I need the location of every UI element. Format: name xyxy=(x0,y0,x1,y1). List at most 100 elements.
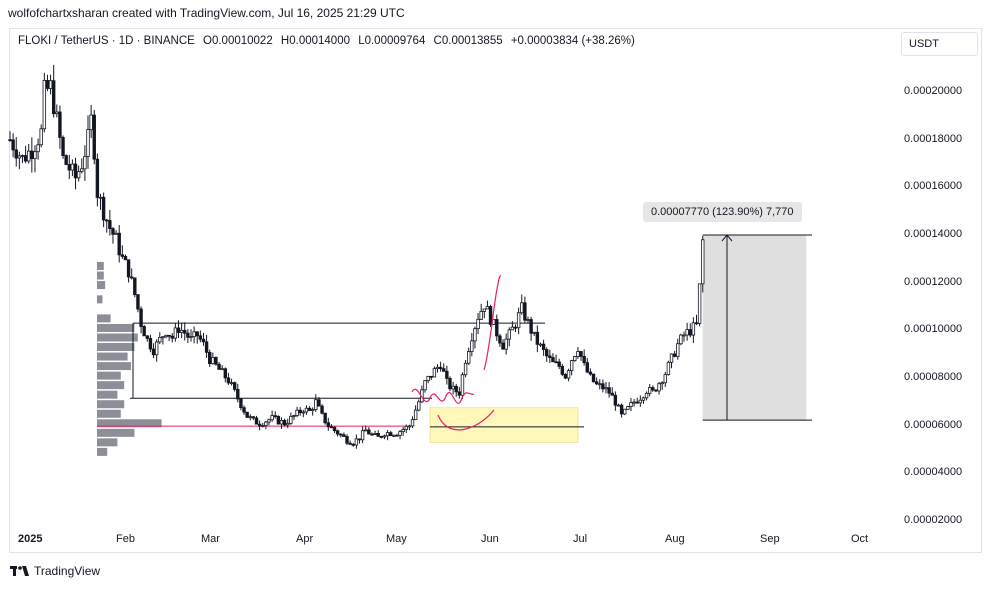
candle-body xyxy=(385,432,390,437)
candle-body xyxy=(173,327,178,339)
x-tick-label: Oct xyxy=(851,533,869,545)
candle-body xyxy=(317,399,321,407)
candle-body xyxy=(148,338,153,350)
candle-body xyxy=(117,232,121,256)
candle-body xyxy=(423,380,427,391)
candle-body xyxy=(516,312,521,329)
open-value: O0.00010022 xyxy=(203,35,273,47)
footer-brand[interactable]: TradingView xyxy=(34,564,101,578)
candle-body xyxy=(616,404,621,407)
candle-body xyxy=(329,426,334,429)
candle-body xyxy=(563,373,568,379)
candle-body xyxy=(232,382,237,390)
candle-body xyxy=(432,368,437,378)
x-tick-label: Apr xyxy=(296,533,314,545)
candle-body xyxy=(120,254,125,257)
candle-body xyxy=(20,155,25,157)
pink-scribble-up xyxy=(483,275,502,371)
y-tick-label: 0.00006000 xyxy=(904,418,963,431)
candle-body xyxy=(208,351,212,365)
candle-body xyxy=(473,328,477,342)
candle-body xyxy=(158,336,162,343)
candle-body xyxy=(529,319,533,334)
candle-body xyxy=(254,417,259,425)
y-tick-label: 0.00004000 xyxy=(904,466,963,479)
candle-body xyxy=(623,408,627,415)
candle-body xyxy=(513,326,518,329)
candle-body xyxy=(83,155,87,170)
candle-body xyxy=(398,431,402,436)
candle-body xyxy=(214,357,218,365)
candle-body xyxy=(154,341,159,356)
candle-body xyxy=(538,343,543,346)
candle-body xyxy=(651,387,655,391)
y-tick-label: 0.00014000 xyxy=(904,228,963,240)
pink-scribble-curve xyxy=(437,409,495,431)
candle-body xyxy=(242,407,246,413)
candle-body xyxy=(198,335,203,340)
candle-body xyxy=(270,415,274,421)
candle-body xyxy=(629,402,633,407)
candle-body xyxy=(307,407,312,411)
candle-body xyxy=(660,382,664,385)
candle-body xyxy=(186,332,190,338)
candle-body xyxy=(89,114,93,131)
candle-body xyxy=(236,388,240,400)
volume-profile-bar xyxy=(97,419,162,428)
symbol-label[interactable]: FLOKI / TetherUS · 1D · BINANCE xyxy=(18,35,195,47)
candle-body xyxy=(417,401,421,411)
y-tick-label: 0.00016000 xyxy=(904,180,963,193)
candle-body xyxy=(697,283,702,324)
candle-body xyxy=(407,425,412,428)
candle-body xyxy=(669,353,674,363)
candle-body xyxy=(39,128,43,146)
candle-body xyxy=(701,239,705,285)
candle-body xyxy=(292,415,296,417)
candle-body xyxy=(279,420,284,425)
candle-body xyxy=(70,163,75,171)
candle-body xyxy=(267,419,271,423)
measure-label: 0.00007770 (123.90%) 7,770 xyxy=(643,202,802,222)
candle-body xyxy=(248,416,252,419)
candle-body xyxy=(14,149,18,159)
candle-body xyxy=(126,259,131,278)
currency-button[interactable]: USDT xyxy=(901,32,978,56)
candle-body xyxy=(360,430,365,441)
volume-profile-bar xyxy=(97,447,108,456)
candle-body xyxy=(604,387,608,390)
y-tick-label: 0.00012000 xyxy=(904,275,963,288)
low-value: L0.00009764 xyxy=(358,35,426,47)
x-tick-label: Mar xyxy=(201,533,220,545)
candle-body xyxy=(105,219,109,222)
candle-body xyxy=(348,442,352,445)
volume-profile-bar xyxy=(97,333,138,342)
candle-body xyxy=(298,409,302,414)
candle-body xyxy=(569,360,574,372)
candle-body xyxy=(688,329,692,336)
candle-body xyxy=(76,171,81,179)
candle-body xyxy=(67,164,71,171)
candle-body xyxy=(691,322,696,336)
x-tick-label: Aug xyxy=(665,533,685,545)
candle-body xyxy=(342,434,346,437)
candle-body xyxy=(220,368,224,371)
candle-body xyxy=(73,163,78,179)
volume-profile-bar xyxy=(97,261,104,270)
candle-body xyxy=(310,409,315,411)
candle-body xyxy=(226,377,231,384)
candle-body xyxy=(548,355,552,358)
candle-body xyxy=(142,326,146,337)
candle-body xyxy=(179,329,184,333)
volume-profile-bar xyxy=(97,390,118,399)
candle-body xyxy=(442,368,446,372)
volume-profile-bar xyxy=(97,381,125,390)
candle-body xyxy=(532,331,536,334)
chart-attribution: wolfofchartxsharan created with TradingV… xyxy=(8,6,405,20)
x-tick-label: May xyxy=(386,533,407,545)
candle-body xyxy=(579,351,583,357)
candle-body xyxy=(485,306,490,310)
candle-body xyxy=(351,443,355,446)
candle-body xyxy=(323,412,327,424)
volume-profile-bar xyxy=(97,362,131,371)
